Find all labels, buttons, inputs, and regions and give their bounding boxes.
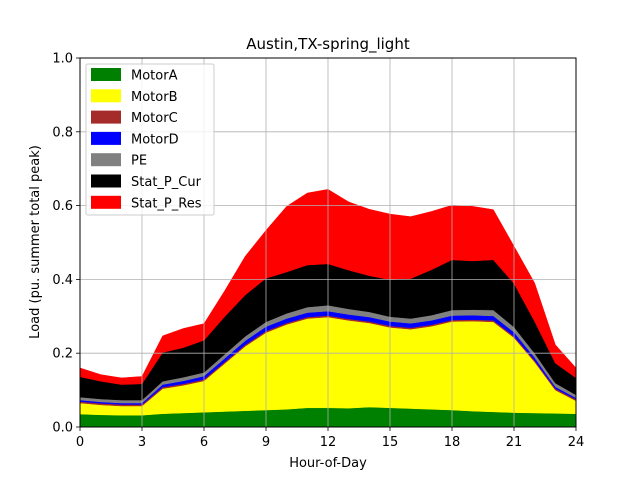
y-axis-ticks: 0.0 0.2 0.4 0.6 0.8 1.0 [52, 52, 80, 436]
y-tick-label: 1.0 [52, 52, 73, 67]
legend-swatch-motord [91, 131, 121, 145]
chart-title: Austin,TX-spring_light [246, 35, 410, 54]
x-tick-label: 0 [76, 435, 84, 450]
y-tick-label: 0.6 [52, 199, 73, 214]
y-tick-label: 0.8 [52, 125, 73, 140]
x-tick-label: 24 [568, 435, 585, 450]
x-tick-label: 15 [382, 435, 399, 450]
x-axis-label: Hour-of-Day [289, 456, 367, 471]
x-tick-label: 12 [320, 435, 337, 450]
legend-swatch-stat-p-cur [91, 174, 121, 188]
legend-swatch-motorb [91, 89, 121, 103]
legend-label-stat-p-cur: Stat_P_Cur [131, 175, 202, 190]
legend-label-pe: PE [131, 154, 147, 169]
y-tick-label: 0.0 [52, 421, 73, 436]
legend-label-motora: MotorA [131, 69, 178, 84]
legend-label-stat-p-res: Stat_P_Res [131, 196, 202, 211]
x-axis-ticks: 0 3 6 9 12 15 18 21 24 [76, 427, 584, 450]
legend-label-motord: MotorD [131, 132, 179, 147]
x-tick-label: 6 [200, 435, 208, 450]
legend-label-motorb: MotorB [131, 90, 177, 105]
legend-swatch-pe [91, 153, 121, 167]
y-tick-label: 0.2 [52, 347, 73, 362]
x-tick-label: 3 [138, 435, 146, 450]
legend: MotorA MotorB MotorC MotorD PE Stat_P_Cur Stat… [85, 63, 215, 216]
x-tick-label: 21 [506, 435, 523, 450]
legend-swatch-motora [91, 68, 121, 81]
legend-swatch-stat-p-res [91, 195, 121, 209]
legend-swatch-motorc [91, 110, 121, 124]
y-axis-label: Load (pu. summer total peak) [28, 145, 43, 339]
x-tick-label: 9 [262, 435, 270, 450]
x-tick-label: 18 [444, 435, 461, 450]
y-tick-label: 0.4 [52, 273, 73, 288]
legend-label-motorc: MotorC [131, 111, 178, 126]
